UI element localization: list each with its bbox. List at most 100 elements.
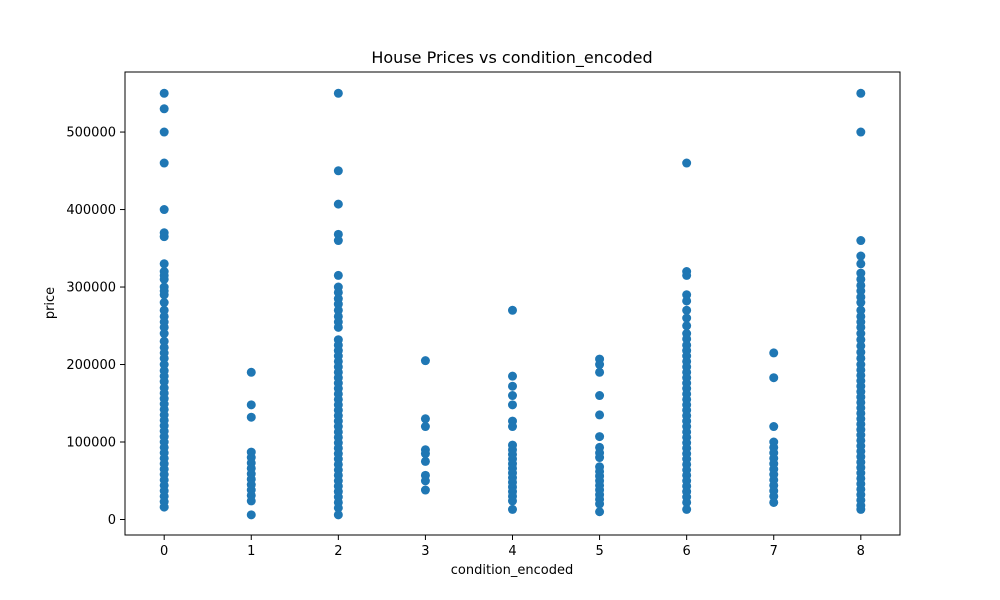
data-point (159, 259, 169, 269)
x-tick-label: 5 (595, 544, 603, 559)
data-point (769, 348, 779, 358)
x-tick-label: 7 (770, 544, 778, 559)
data-point (333, 236, 343, 246)
data-point (246, 412, 256, 422)
data-point (856, 298, 866, 308)
data-point (159, 305, 169, 315)
data-point (159, 336, 169, 346)
data-point (595, 360, 605, 370)
data-point (159, 502, 169, 512)
data-point (682, 334, 692, 344)
data-point (856, 322, 866, 332)
data-point (159, 104, 169, 114)
data-point (856, 286, 866, 296)
data-point (159, 322, 169, 332)
x-axis-label: condition_encoded (451, 563, 573, 578)
data-point (508, 496, 517, 506)
y-tick-label: 400000 (66, 203, 116, 218)
x-tick-label: 8 (857, 544, 865, 559)
data-point (508, 381, 517, 391)
x-tick-label: 0 (160, 544, 168, 559)
data-point (595, 453, 605, 463)
data-point (508, 504, 517, 514)
data-point (333, 88, 343, 98)
data-point (159, 360, 169, 370)
data-point (682, 290, 692, 300)
data-point (856, 268, 866, 278)
data-point (682, 497, 692, 507)
data-point (769, 497, 779, 507)
data-point (420, 485, 430, 495)
data-point (682, 321, 692, 331)
data-point (246, 496, 256, 506)
points-layer (159, 88, 866, 520)
data-point (159, 329, 169, 339)
data-point (595, 410, 605, 420)
data-point (682, 504, 692, 514)
data-point (420, 422, 430, 432)
data-point (420, 356, 430, 366)
y-tick-label: 300000 (66, 281, 116, 296)
x-axis: 0 1 2 3 4 5 6 7 8 (160, 535, 865, 559)
x-tick-label: 6 (683, 544, 691, 559)
data-point (246, 400, 256, 410)
data-point (159, 290, 169, 300)
y-axis: 0 100000 200000 300000 400000 500000 (66, 126, 125, 528)
data-point (595, 391, 605, 401)
data-point (856, 504, 866, 514)
data-point (856, 341, 866, 351)
data-point (508, 305, 517, 315)
data-point (856, 274, 866, 284)
data-point (420, 414, 430, 424)
y-tick-label: 500000 (66, 126, 116, 141)
data-point (159, 127, 169, 137)
data-point (856, 335, 866, 345)
data-point (508, 391, 517, 401)
data-point (856, 88, 866, 98)
data-point (856, 353, 866, 363)
data-point (595, 499, 605, 509)
data-point (333, 229, 343, 239)
data-point (856, 259, 866, 269)
data-point (682, 158, 692, 168)
data-point (420, 456, 430, 466)
data-point (246, 367, 256, 377)
data-point (595, 432, 605, 442)
data-point (856, 236, 866, 246)
data-point (333, 287, 343, 297)
data-point (595, 367, 605, 377)
data-point (333, 510, 343, 520)
data-point (159, 158, 169, 168)
data-point (856, 329, 866, 339)
data-point (159, 298, 169, 308)
data-point (595, 507, 605, 517)
data-point (682, 313, 692, 323)
data-point (856, 305, 866, 315)
data-point (508, 371, 517, 381)
data-point (159, 88, 169, 98)
y-tick-label: 0 (108, 513, 116, 528)
data-point (682, 270, 692, 280)
chart-title: House Prices vs condition_encoded (371, 48, 652, 68)
data-point (333, 305, 343, 315)
data-point (682, 296, 692, 306)
data-point (246, 510, 256, 520)
data-point (159, 377, 169, 387)
data-point (159, 232, 169, 242)
x-tick-label: 1 (247, 544, 255, 559)
data-point (420, 476, 430, 486)
data-point (333, 166, 343, 176)
data-point (333, 299, 343, 309)
data-point (769, 422, 779, 432)
x-tick-label: 4 (508, 544, 516, 559)
y-tick-label: 100000 (66, 436, 116, 451)
x-tick-label: 3 (421, 544, 429, 559)
data-point (769, 491, 779, 501)
data-point (333, 199, 343, 209)
data-point (420, 449, 430, 459)
data-point (333, 270, 343, 280)
y-axis-label: price (43, 287, 58, 319)
data-point (508, 400, 517, 410)
